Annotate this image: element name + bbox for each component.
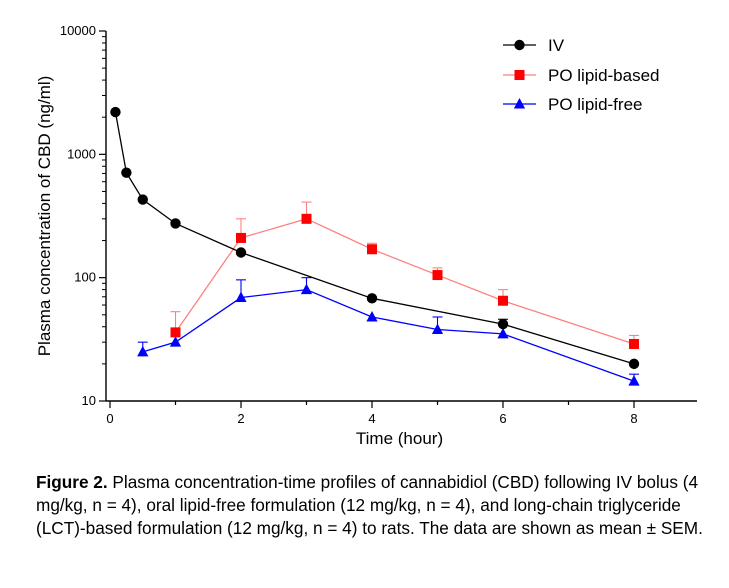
data-point — [498, 295, 508, 306]
data-point — [431, 323, 444, 334]
data-point — [629, 338, 639, 349]
series-po-lipid-free — [137, 277, 640, 386]
legend-entry: PO lipid-based — [503, 66, 660, 85]
y-tick-label: 100 — [74, 270, 96, 285]
legend-label: PO lipid-free — [548, 95, 642, 114]
legend-marker — [513, 98, 526, 109]
data-point — [497, 318, 509, 330]
data-point — [170, 218, 181, 229]
series-po-lipid-based — [170, 201, 639, 349]
y-tick-label: 10 — [82, 393, 96, 408]
figure-caption-text: Plasma concentration-time profiles of ca… — [36, 472, 703, 538]
x-tick-label: 0 — [106, 411, 113, 426]
series-line — [114, 111, 635, 365]
y-tick-label: 10000 — [60, 23, 96, 38]
y-tick-label: 1000 — [67, 146, 96, 161]
data-point — [366, 310, 378, 322]
data-point — [628, 375, 640, 386]
data-point — [301, 213, 312, 224]
data-point — [367, 244, 377, 255]
data-point — [110, 106, 121, 118]
legend-label: PO lipid-based — [548, 66, 660, 85]
figure-caption: Figure 2. Plasma concentration-time prof… — [36, 471, 708, 540]
x-tick-label: 4 — [368, 411, 375, 426]
x-axis-title: Time (hour) — [356, 429, 443, 448]
x-tick-label: 2 — [237, 411, 244, 426]
chart-axes: 10 100 1000 10000 0 2 4 6 8 Time (hour) Plasma con… — [35, 23, 697, 448]
pk-chart: 10 100 1000 10000 0 2 4 6 8 Time (hour) Plasma con… — [35, 23, 697, 448]
data-point — [235, 291, 247, 303]
legend-marker — [514, 70, 525, 80]
figure-label: Figure 2. — [36, 472, 108, 492]
data-point — [366, 293, 378, 304]
data-point — [170, 327, 181, 338]
legend-entry: PO lipid-free — [503, 95, 642, 114]
series-line — [142, 288, 635, 382]
data-point — [169, 336, 182, 347]
data-point — [137, 194, 148, 205]
data-point — [137, 345, 149, 357]
data-point — [497, 327, 509, 339]
legend-entry: IV — [503, 36, 565, 55]
x-tick-label: 8 — [630, 411, 637, 426]
data-point — [121, 167, 132, 178]
x-tick-label: 6 — [499, 411, 506, 426]
data-point — [236, 232, 246, 243]
legend-marker — [514, 39, 525, 51]
y-axis-title: Plasma concentration of CBD (ng/ml) — [35, 76, 54, 357]
data-point — [432, 270, 443, 281]
chart-series — [110, 106, 640, 386]
series-iv — [110, 106, 640, 370]
chart-legend: IV PO lipid-based PO lipid-free — [503, 36, 660, 114]
data-point — [235, 247, 247, 258]
legend-label: IV — [548, 36, 565, 55]
data-point — [300, 283, 313, 295]
data-point — [628, 358, 640, 370]
